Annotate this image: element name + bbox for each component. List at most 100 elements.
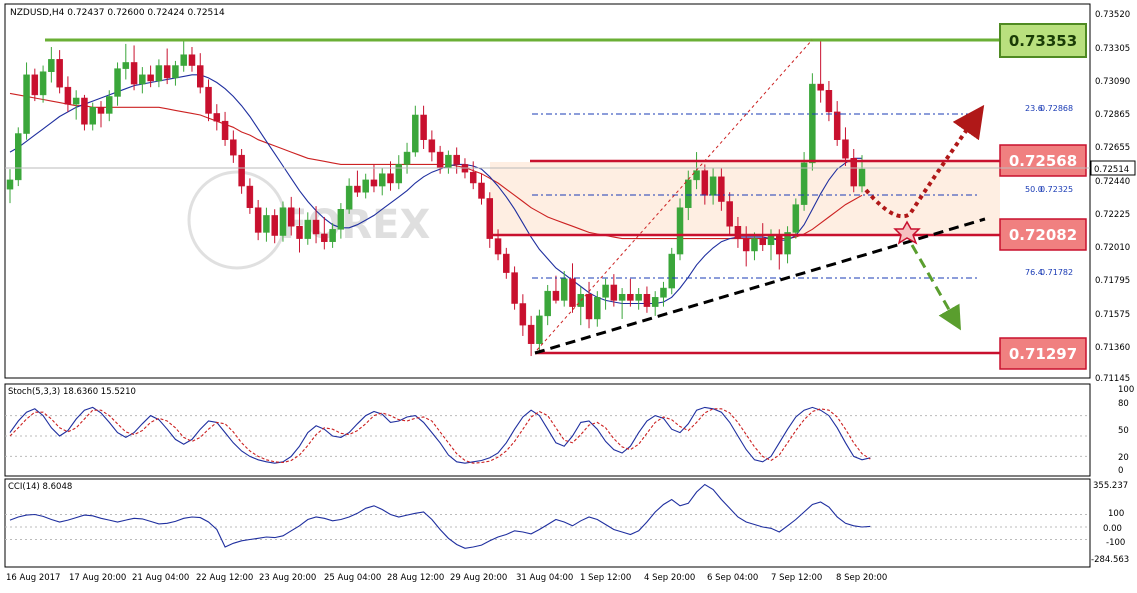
candle-body — [569, 278, 576, 307]
candle-body — [494, 238, 502, 255]
candle-body — [618, 293, 626, 301]
price-tick: 0.71360 — [1095, 343, 1130, 353]
candle-body — [238, 154, 245, 187]
time-tick: 7 Sep 12:00 — [771, 573, 822, 583]
candle-body — [354, 185, 361, 193]
candle-body — [809, 83, 816, 164]
candle-body — [800, 162, 808, 205]
current-price-tag — [1090, 160, 1136, 176]
candle-body — [345, 185, 353, 210]
current-price-value: 0.72514 — [1094, 165, 1129, 175]
candle-body — [858, 168, 866, 187]
candle-body — [106, 96, 113, 114]
candle-body — [833, 111, 841, 140]
candle-body — [767, 235, 775, 246]
candle-body — [726, 201, 733, 227]
candle-body — [817, 83, 824, 91]
candle-body — [511, 272, 518, 304]
candle-body — [594, 297, 601, 320]
candle-body — [56, 59, 63, 88]
fib-label-764: 76.4 — [1025, 268, 1043, 277]
candle-body — [544, 290, 551, 317]
candle-body — [122, 62, 130, 69]
time-tick: 4 Sep 20:00 — [644, 573, 695, 583]
time-tick: 21 Aug 04:00 — [132, 573, 189, 583]
candle-body — [602, 284, 609, 298]
candle-body — [155, 65, 163, 82]
time-tick: 6 Sep 04:00 — [707, 573, 758, 583]
candle-body — [527, 324, 535, 344]
candle-body — [337, 208, 345, 230]
price-tick: 0.73520 — [1095, 10, 1130, 20]
candle-body — [362, 179, 369, 193]
candle-body — [718, 176, 725, 202]
candle-body — [197, 65, 204, 88]
fib-label-236: 23.6 — [1025, 104, 1043, 113]
candle-body — [850, 158, 857, 187]
candle-body — [89, 107, 96, 125]
candle-body — [263, 215, 270, 233]
candle-body — [676, 207, 684, 255]
candle-body — [403, 151, 411, 165]
candle-body — [114, 68, 121, 97]
time-tick: 23 Aug 20:00 — [259, 573, 316, 583]
stoch-tick: 20 — [1118, 453, 1129, 463]
candle-body — [560, 278, 568, 301]
stoch-main-line — [9, 406, 871, 464]
candle-body — [254, 207, 262, 233]
candle-body — [23, 74, 30, 134]
level-box-3 — [999, 337, 1087, 370]
price-tick: 0.71575 — [1095, 310, 1130, 320]
price-tick: 0.72440 — [1095, 177, 1130, 187]
candle-body — [6, 179, 14, 190]
cci-tick: 100 — [1108, 509, 1124, 519]
candle-body — [428, 139, 436, 153]
stoch-tick: 80 — [1118, 399, 1129, 409]
candle-body — [387, 173, 394, 184]
resistance-label-box — [999, 23, 1087, 58]
candle-body — [188, 54, 196, 66]
candle-body — [420, 114, 427, 140]
candle-body — [31, 74, 39, 96]
cci-pane — [4, 478, 1091, 568]
fib-label-500: 50.0 — [1025, 185, 1043, 194]
candle-body — [627, 293, 634, 301]
candle-body — [180, 54, 187, 66]
candle-body — [39, 71, 47, 96]
candle-body — [172, 65, 179, 79]
price-tick: 0.73090 — [1095, 77, 1130, 87]
price-tick: 0.72865 — [1095, 110, 1130, 120]
breakout-star-icon — [893, 220, 921, 245]
candle-body — [271, 215, 278, 236]
candle-body — [221, 120, 229, 140]
candle-body — [64, 86, 72, 105]
stoch-tick: 0 — [1118, 466, 1123, 476]
candle-body — [651, 297, 659, 307]
candle-body — [792, 204, 800, 233]
stoch-tick: 50 — [1118, 426, 1129, 436]
candle-body — [296, 225, 303, 239]
stoch-title: Stoch(5,3,3) 18.6360 15.5210 — [8, 387, 136, 397]
candle-body — [139, 74, 146, 85]
uptrend-line — [534, 217, 986, 355]
candle-body — [445, 154, 452, 168]
candle-body — [312, 219, 320, 235]
candle-body — [784, 232, 791, 255]
ma-slow-line — [9, 92, 863, 240]
cci-axis: 355.237 100 0.00 -100 -284.563 — [1091, 481, 1129, 565]
price-tick: 0.72225 — [1095, 210, 1130, 220]
ma-fast-line — [9, 74, 862, 305]
fib-value-236: 0.72868 — [1040, 104, 1073, 113]
time-tick: 17 Aug 20:00 — [69, 573, 126, 583]
candle-body — [130, 62, 138, 85]
candle-body — [486, 198, 494, 239]
candle-body — [635, 293, 642, 301]
time-tick: 28 Aug 12:00 — [387, 573, 444, 583]
candle-body — [701, 170, 709, 196]
bullish-scenario-arrow — [864, 104, 985, 219]
time-tick: 29 Aug 20:00 — [450, 573, 507, 583]
candle-body — [685, 179, 692, 208]
candle-body — [72, 97, 80, 105]
candle-body — [15, 133, 22, 181]
